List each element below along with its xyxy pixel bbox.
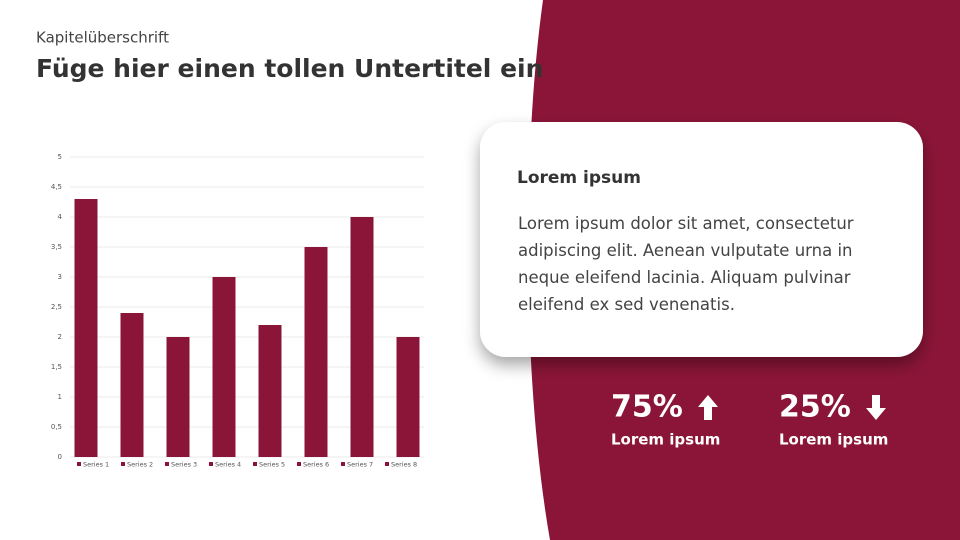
y-tick-label: 1 bbox=[58, 393, 62, 401]
legend-label: Series 4 bbox=[215, 461, 241, 469]
legend-swatch bbox=[165, 462, 169, 466]
y-tick-label: 2 bbox=[58, 333, 62, 341]
legend-swatch bbox=[385, 462, 389, 466]
stat-label: Lorem ipsum bbox=[779, 431, 888, 449]
bar bbox=[74, 199, 98, 457]
bar bbox=[258, 325, 282, 457]
stat-value: 75% bbox=[611, 390, 683, 425]
legend-label: Series 7 bbox=[347, 461, 373, 469]
card-title: Lorem ipsum bbox=[517, 168, 641, 188]
y-tick-label: 0 bbox=[58, 453, 62, 461]
y-tick-label: 2,5 bbox=[51, 303, 62, 311]
bar bbox=[120, 313, 144, 457]
legend-label: Series 2 bbox=[127, 461, 153, 469]
title: Füge hier einen tollen Untertitel ein bbox=[36, 54, 543, 83]
kicker: Kapitelüberschrift bbox=[36, 29, 169, 47]
y-tick-label: 4,5 bbox=[51, 183, 62, 191]
stat-value: 25% bbox=[779, 390, 851, 425]
legend-label: Series 3 bbox=[171, 461, 197, 469]
legend-label: Series 8 bbox=[391, 461, 417, 469]
legend-swatch bbox=[297, 462, 301, 466]
bar bbox=[350, 217, 374, 457]
arrow-up bbox=[698, 395, 718, 420]
y-tick-label: 4 bbox=[58, 213, 63, 221]
legend-label: Series 5 bbox=[259, 461, 285, 469]
arrow-down bbox=[866, 395, 886, 420]
y-tick-label: 0,5 bbox=[51, 423, 62, 431]
legend-swatch bbox=[341, 462, 345, 466]
legend-swatch bbox=[77, 462, 81, 466]
stat-label: Lorem ipsum bbox=[611, 431, 720, 449]
y-tick-label: 3 bbox=[58, 273, 62, 281]
y-tick-label: 3,5 bbox=[51, 243, 62, 251]
bar bbox=[396, 337, 420, 457]
y-tick-label: 1,5 bbox=[51, 363, 62, 371]
y-tick-label: 5 bbox=[58, 153, 62, 161]
legend-swatch bbox=[209, 462, 213, 466]
card-body: Lorem ipsum dolor sit amet, consectetur … bbox=[518, 214, 854, 314]
legend-label: Series 6 bbox=[303, 461, 329, 469]
legend-label: Series 1 bbox=[83, 461, 109, 469]
bar bbox=[212, 277, 236, 457]
legend-swatch bbox=[121, 462, 125, 466]
bar bbox=[166, 337, 190, 457]
legend-swatch bbox=[253, 462, 257, 466]
card bbox=[480, 122, 923, 357]
bar bbox=[304, 247, 328, 457]
